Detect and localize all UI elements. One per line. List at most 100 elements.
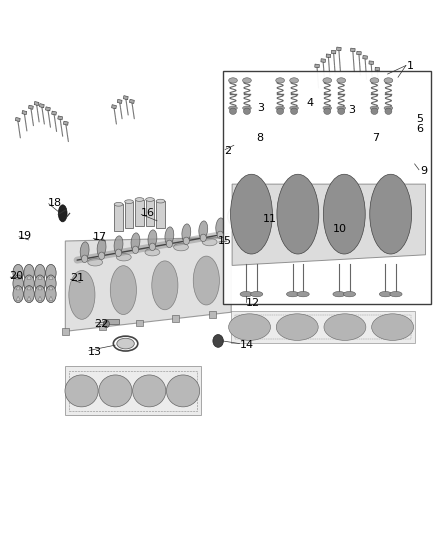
Text: 13: 13 — [88, 346, 102, 357]
Bar — [375, 67, 380, 71]
Ellipse shape — [337, 78, 346, 83]
Bar — [156, 201, 165, 228]
Bar — [223, 71, 431, 304]
Ellipse shape — [99, 252, 105, 260]
Ellipse shape — [99, 375, 132, 407]
Ellipse shape — [166, 240, 173, 247]
Text: 18: 18 — [48, 198, 62, 208]
Text: 22: 22 — [95, 319, 109, 329]
Bar — [350, 48, 355, 52]
Bar — [64, 121, 68, 125]
Ellipse shape — [114, 203, 123, 206]
Bar — [173, 316, 180, 322]
Text: 16: 16 — [141, 208, 155, 219]
Bar — [34, 101, 39, 106]
Bar — [369, 61, 374, 64]
Ellipse shape — [229, 314, 271, 341]
Bar — [336, 47, 341, 51]
Ellipse shape — [243, 106, 251, 110]
Bar — [231, 311, 415, 343]
Text: 7: 7 — [372, 133, 379, 143]
Bar — [332, 50, 336, 54]
Ellipse shape — [370, 174, 412, 254]
Bar — [235, 316, 411, 339]
Ellipse shape — [323, 174, 365, 254]
Ellipse shape — [135, 198, 144, 201]
Ellipse shape — [193, 256, 219, 305]
Ellipse shape — [338, 108, 345, 115]
Text: 5: 5 — [417, 114, 424, 124]
Bar — [135, 320, 142, 326]
Text: 1: 1 — [407, 61, 414, 70]
Polygon shape — [49, 286, 53, 290]
Polygon shape — [27, 275, 31, 279]
Polygon shape — [16, 286, 20, 290]
Polygon shape — [16, 296, 20, 301]
Ellipse shape — [81, 255, 88, 263]
Bar — [39, 103, 44, 108]
Bar — [326, 54, 331, 58]
Ellipse shape — [156, 199, 165, 203]
Ellipse shape — [149, 243, 155, 251]
Ellipse shape — [290, 78, 298, 83]
Ellipse shape — [125, 200, 134, 204]
Ellipse shape — [117, 254, 131, 261]
Text: 19: 19 — [18, 231, 32, 241]
Text: 20: 20 — [10, 271, 24, 281]
Polygon shape — [49, 275, 53, 279]
Ellipse shape — [230, 174, 272, 254]
Ellipse shape — [35, 275, 45, 292]
Polygon shape — [38, 296, 42, 301]
Ellipse shape — [286, 292, 299, 297]
Ellipse shape — [276, 106, 285, 110]
Ellipse shape — [251, 292, 263, 297]
Bar — [117, 99, 122, 103]
Bar — [106, 319, 120, 324]
Bar — [62, 328, 69, 335]
Text: 9: 9 — [420, 166, 427, 176]
Bar — [52, 111, 57, 115]
Ellipse shape — [183, 237, 189, 245]
Ellipse shape — [103, 320, 110, 328]
Bar — [315, 64, 319, 68]
Ellipse shape — [24, 286, 34, 303]
Text: 4: 4 — [306, 98, 314, 108]
Ellipse shape — [240, 292, 252, 297]
Ellipse shape — [324, 314, 366, 341]
Ellipse shape — [131, 233, 140, 251]
Text: 8: 8 — [257, 133, 264, 143]
Text: 3: 3 — [348, 104, 355, 115]
Bar — [130, 99, 134, 103]
Bar — [112, 104, 117, 109]
Ellipse shape — [244, 108, 251, 115]
Ellipse shape — [146, 198, 154, 201]
Ellipse shape — [277, 108, 284, 115]
Ellipse shape — [46, 275, 56, 292]
Ellipse shape — [58, 205, 67, 222]
Polygon shape — [65, 237, 231, 332]
Ellipse shape — [46, 286, 56, 303]
Ellipse shape — [114, 236, 123, 254]
Ellipse shape — [370, 78, 379, 83]
Bar — [28, 105, 33, 109]
Ellipse shape — [324, 108, 331, 115]
Ellipse shape — [379, 292, 392, 297]
Ellipse shape — [323, 78, 332, 83]
Ellipse shape — [390, 292, 402, 297]
Ellipse shape — [110, 265, 137, 314]
Text: 15: 15 — [218, 236, 232, 246]
Bar — [69, 370, 197, 411]
Ellipse shape — [230, 108, 237, 115]
Text: 17: 17 — [92, 232, 106, 243]
Bar — [114, 204, 123, 231]
Ellipse shape — [337, 106, 346, 110]
Ellipse shape — [35, 286, 45, 303]
Polygon shape — [38, 275, 42, 279]
Ellipse shape — [213, 335, 223, 348]
Bar — [99, 324, 106, 330]
Ellipse shape — [384, 78, 393, 83]
Ellipse shape — [277, 174, 319, 254]
Polygon shape — [232, 184, 426, 265]
Ellipse shape — [97, 239, 106, 257]
Ellipse shape — [88, 259, 102, 266]
